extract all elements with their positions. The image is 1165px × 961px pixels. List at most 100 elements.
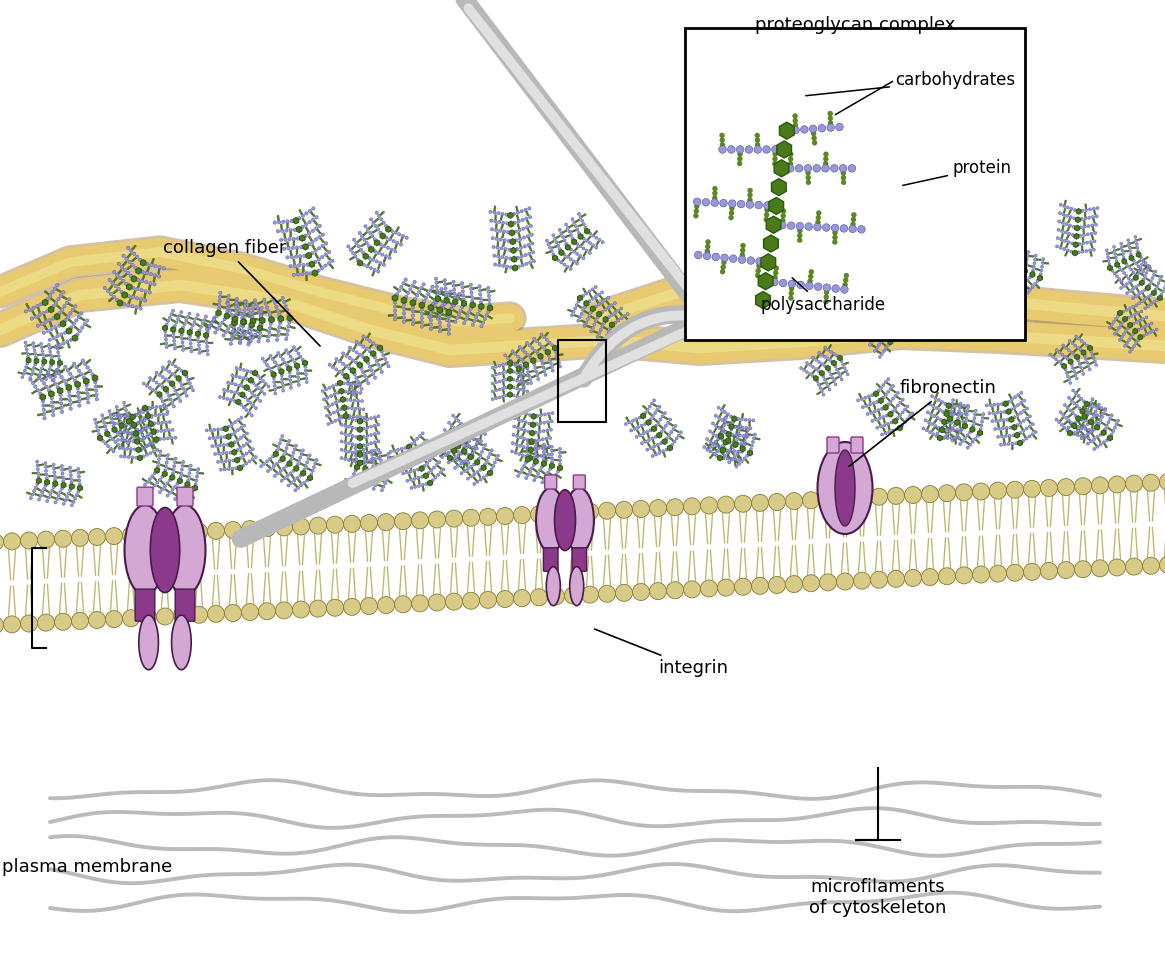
Circle shape	[116, 413, 119, 415]
Circle shape	[589, 310, 593, 313]
Circle shape	[50, 298, 52, 300]
Circle shape	[309, 272, 312, 275]
Circle shape	[1093, 354, 1095, 356]
Circle shape	[768, 308, 770, 309]
Circle shape	[311, 229, 315, 233]
Circle shape	[146, 435, 149, 438]
Circle shape	[281, 378, 283, 381]
Circle shape	[571, 263, 573, 265]
Circle shape	[548, 434, 550, 436]
Circle shape	[825, 360, 827, 362]
Polygon shape	[105, 431, 110, 436]
Circle shape	[1073, 375, 1075, 377]
Circle shape	[42, 463, 44, 465]
Circle shape	[241, 452, 242, 454]
Circle shape	[736, 435, 739, 439]
Circle shape	[260, 310, 263, 313]
Circle shape	[214, 320, 217, 322]
Circle shape	[226, 457, 227, 459]
Polygon shape	[1075, 416, 1081, 422]
Circle shape	[1137, 283, 1141, 286]
Circle shape	[682, 436, 683, 438]
Circle shape	[1101, 422, 1103, 424]
Circle shape	[863, 241, 866, 243]
Circle shape	[502, 234, 504, 236]
Circle shape	[883, 257, 887, 259]
Circle shape	[810, 125, 817, 133]
Circle shape	[769, 315, 771, 317]
Circle shape	[558, 241, 560, 243]
Circle shape	[729, 457, 732, 459]
Circle shape	[722, 454, 725, 456]
Circle shape	[722, 424, 723, 426]
Circle shape	[428, 467, 430, 469]
Circle shape	[445, 441, 447, 444]
Circle shape	[284, 328, 287, 330]
Circle shape	[241, 382, 242, 384]
Circle shape	[694, 251, 702, 259]
Circle shape	[421, 436, 422, 438]
Circle shape	[326, 396, 330, 399]
Circle shape	[1128, 289, 1130, 290]
Circle shape	[347, 407, 349, 409]
Circle shape	[1106, 413, 1108, 415]
Circle shape	[764, 208, 770, 212]
Circle shape	[490, 454, 493, 456]
Circle shape	[516, 208, 518, 209]
Circle shape	[829, 346, 831, 348]
Circle shape	[391, 456, 393, 458]
Circle shape	[115, 278, 118, 280]
Circle shape	[175, 494, 177, 496]
Circle shape	[161, 376, 164, 379]
Polygon shape	[428, 480, 432, 486]
Circle shape	[274, 360, 276, 363]
Circle shape	[362, 456, 366, 458]
Circle shape	[401, 447, 403, 451]
Circle shape	[538, 435, 539, 437]
Circle shape	[825, 245, 826, 247]
Circle shape	[506, 269, 507, 271]
Circle shape	[417, 446, 418, 448]
Circle shape	[718, 579, 734, 596]
Circle shape	[732, 272, 734, 274]
Circle shape	[571, 217, 574, 221]
Circle shape	[366, 478, 368, 480]
Circle shape	[1018, 395, 1021, 397]
Circle shape	[26, 304, 28, 306]
Circle shape	[216, 436, 219, 439]
Circle shape	[56, 344, 58, 347]
Circle shape	[895, 391, 896, 393]
Circle shape	[351, 407, 353, 410]
Circle shape	[126, 412, 128, 415]
Circle shape	[280, 333, 282, 335]
Circle shape	[282, 454, 285, 456]
Circle shape	[68, 344, 70, 346]
Circle shape	[821, 382, 822, 384]
Circle shape	[151, 379, 155, 382]
Circle shape	[62, 476, 64, 479]
Circle shape	[1067, 426, 1071, 429]
Circle shape	[290, 235, 291, 237]
Circle shape	[72, 362, 76, 365]
Circle shape	[147, 411, 148, 413]
Circle shape	[287, 222, 289, 225]
Circle shape	[44, 290, 47, 293]
Circle shape	[144, 449, 146, 451]
Circle shape	[720, 431, 723, 434]
Circle shape	[112, 450, 115, 453]
Circle shape	[304, 223, 308, 226]
Circle shape	[538, 437, 539, 439]
Circle shape	[450, 439, 451, 441]
Circle shape	[574, 230, 577, 232]
Circle shape	[174, 493, 176, 495]
Polygon shape	[72, 334, 78, 341]
Circle shape	[868, 275, 870, 278]
Circle shape	[1037, 268, 1039, 270]
Circle shape	[148, 382, 149, 383]
Circle shape	[495, 227, 497, 229]
Circle shape	[191, 339, 193, 341]
Circle shape	[723, 423, 725, 425]
Circle shape	[538, 342, 542, 346]
Circle shape	[517, 226, 520, 228]
Circle shape	[344, 457, 347, 460]
